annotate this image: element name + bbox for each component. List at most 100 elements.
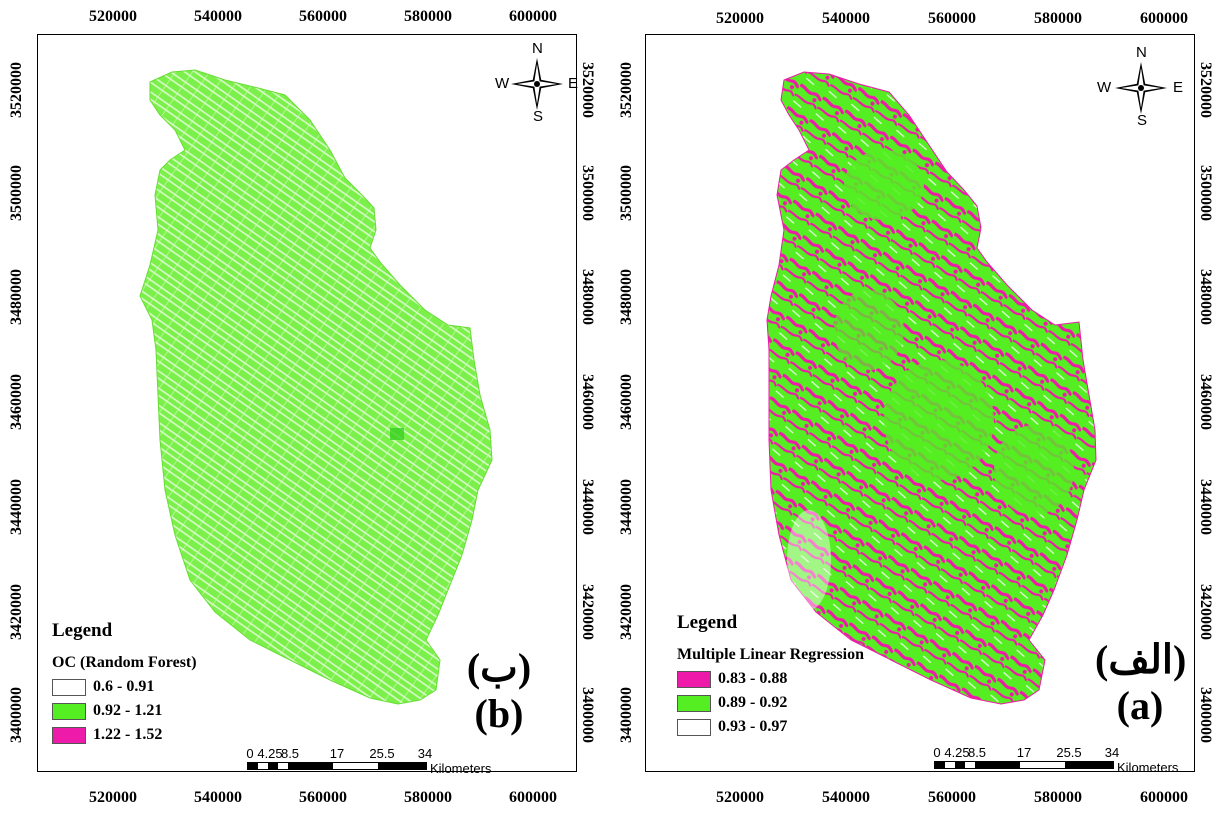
map-area [766,71,1097,705]
y-tick-left: 3480000 [8,269,25,325]
panel-label-arabic: (الف) [1095,637,1187,682]
compass-s: S [533,108,544,125]
scale-unit: Kilometers [1117,760,1179,775]
scale-tick: 4.25 [944,745,970,760]
legend-swatch [677,718,711,736]
y-tick-left: 3520000 [618,62,635,118]
y-tick-left: 3460000 [8,374,25,430]
legend-label: 0.89 - 0.92 [718,694,788,711]
x-tick-top: 580000 [404,8,452,25]
x-tick-top: 540000 [194,8,242,25]
y-tick-right: 3400000 [579,687,596,743]
map-panel-a: 520000 540000 560000 580000 600000 52000… [609,0,1219,816]
y-tick-right: 3500000 [579,165,596,221]
scale-tick: 8.5 [280,746,300,761]
y-tick-left: 3400000 [8,687,25,743]
x-tick-top: 600000 [1140,10,1188,27]
y-tick-left: 3480000 [618,269,635,325]
y-tick-left: 3400000 [618,687,635,743]
study-area-b [139,69,493,705]
x-tick-bottom: 520000 [89,789,137,806]
x-tick-top: 560000 [299,8,347,25]
map-frame [645,34,1195,772]
map-area [139,69,493,705]
x-tick-bottom: 540000 [194,789,242,806]
legend: Legend OC (Random Forest) 0.6 - 0.91 0.9… [52,620,197,744]
x-tick-top: 520000 [89,8,137,25]
scale-tick: 8.5 [967,745,987,760]
y-tick-right: 3480000 [579,269,596,325]
x-tick-bottom: 520000 [716,789,764,806]
legend-item: 1.22 - 1.52 [52,726,197,744]
scale-tick: 25.5 [1056,745,1082,760]
legend-label: 0.6 - 0.91 [93,678,155,695]
legend-label: 0.83 - 0.88 [718,670,788,687]
scale-bar: 0 4.25 8.5 17 25.5 34 Kilometers [933,745,1178,775]
legend-swatch [52,678,86,696]
map-frame [37,34,577,772]
compass-n: N [1136,44,1147,61]
compass-s: S [1137,112,1148,129]
legend-label: 1.22 - 1.52 [93,726,163,743]
y-tick-right: 3480000 [1197,269,1214,325]
legend-swatch [677,670,711,688]
y-tick-right: 3420000 [579,584,596,640]
scale-tick: 34 [417,746,433,761]
legend-swatch [677,694,711,712]
x-tick-bottom: 580000 [404,789,452,806]
panel-label: (ب) (b) [454,646,544,738]
compass-e: E [568,75,579,92]
y-tick-right: 3520000 [579,62,596,118]
x-tick-bottom: 600000 [1140,789,1188,806]
scale-tick: 17 [329,746,345,761]
scale-unit: Kilometers [430,761,492,776]
scale-tick: 17 [1016,745,1032,760]
legend-subtitle: Multiple Linear Regression [677,646,864,663]
x-tick-top: 520000 [716,10,764,27]
x-tick-top: 580000 [1034,10,1082,27]
y-tick-right: 3520000 [1197,62,1214,118]
y-tick-right: 3440000 [579,479,596,535]
legend-title: Legend [677,612,738,633]
x-tick-bottom: 580000 [1034,789,1082,806]
y-tick-left: 3440000 [8,479,25,535]
y-tick-right: 3460000 [579,374,596,430]
y-tick-right: 3400000 [1197,687,1214,743]
y-tick-left: 3440000 [618,479,635,535]
legend-item: 0.93 - 0.97 [677,718,864,736]
y-tick-right: 3460000 [1197,374,1214,430]
legend-item: 0.89 - 0.92 [677,694,864,712]
legend-label: 0.92 - 1.21 [93,702,163,719]
legend-swatch [52,726,86,744]
scale-bar: 0 4.25 8.5 17 25.5 34 Kilometers [246,746,491,776]
north-arrow-icon: N S W E [495,40,579,125]
legend-title: Legend [52,620,113,641]
compass-w: W [495,75,510,92]
scale-tick: 34 [1104,745,1120,760]
north-arrow-icon: N S W E [1097,44,1183,129]
panel-label-english: (b) [474,691,524,736]
x-tick-top: 540000 [822,10,870,27]
panel-label-english: (a) [1116,683,1164,728]
scale-tick: 4.25 [257,746,283,761]
legend-item: 0.92 - 1.21 [52,702,197,720]
x-tick-bottom: 560000 [299,789,347,806]
panel-label-arabic: (ب) [466,645,532,690]
x-tick-bottom: 540000 [822,789,870,806]
scale-tick: 25.5 [369,746,395,761]
x-tick-top: 560000 [928,10,976,27]
y-tick-right: 3440000 [1197,479,1214,535]
y-tick-left: 3460000 [618,374,635,430]
y-tick-left: 3500000 [8,165,25,221]
y-tick-left: 3500000 [618,165,635,221]
compass-n: N [532,40,543,57]
map-panel-b: 520000 540000 560000 580000 600000 52000… [0,0,600,816]
y-tick-left: 3520000 [8,62,25,118]
legend-item: 0.6 - 0.91 [52,678,197,696]
y-tick-left: 3420000 [8,584,25,640]
x-tick-top: 600000 [509,8,557,25]
legend: Legend Multiple Linear Regression 0.83 -… [677,612,864,736]
panel-label: (الف) (a) [1095,637,1187,730]
legend-label: 0.93 - 0.97 [718,718,788,735]
legend-item: 0.83 - 0.88 [677,670,864,688]
